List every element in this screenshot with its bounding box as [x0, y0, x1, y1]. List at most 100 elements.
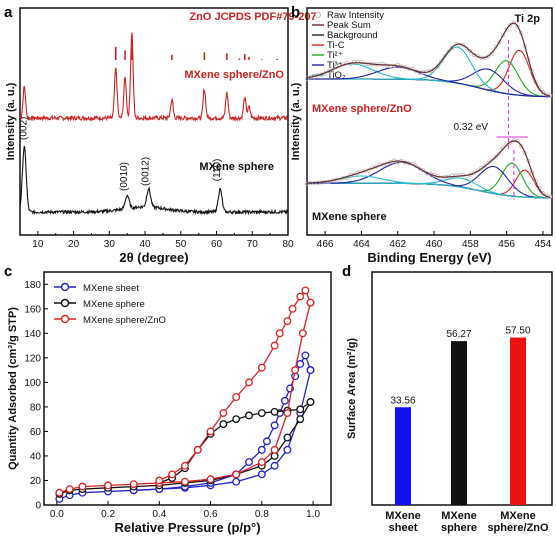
y-axis-label: Intensity (a. u.) [290, 82, 302, 160]
x-tick-label: 454 [535, 239, 552, 250]
raw-point [439, 59, 444, 64]
data-point [219, 409, 228, 417]
y-axis-label: Intensity (a. u.) [5, 82, 17, 160]
x-tick-label: 458 [462, 239, 479, 250]
raw-point [460, 172, 466, 177]
series-line [19, 32, 289, 123]
data-point [245, 411, 253, 420]
panel-label: c [4, 263, 12, 280]
data-point [245, 378, 253, 387]
data-point [296, 415, 305, 424]
series-label: MXene sphere [312, 211, 387, 223]
raw-point [446, 49, 451, 54]
data-label: 56.27 [446, 329, 471, 340]
y-tick-label: 40 [30, 451, 42, 462]
raw-point [464, 174, 469, 179]
data-point [155, 476, 164, 485]
x-axis-label: Relative Pressure (p/p°) [114, 520, 260, 535]
raw-point [500, 32, 506, 38]
data-point [280, 396, 289, 405]
raw-point [493, 155, 498, 160]
x-axis-label: 2θ (degree) [119, 250, 188, 265]
x-tick-label: 462 [389, 239, 406, 250]
data-point [245, 458, 253, 467]
legend-label: TiO₂ [327, 70, 346, 81]
y-axis-label: Quantity Adsorbed (cm³/g STP) [7, 307, 19, 470]
x-tick-label: 464 [353, 239, 370, 250]
x-tick-label: 20 [68, 239, 80, 250]
x-tick-label: 80 [282, 239, 294, 250]
data-point [232, 415, 241, 424]
peak-label: (0012) [141, 157, 152, 186]
raw-point [304, 76, 310, 81]
data-point [129, 480, 138, 489]
legend-label: Ti-C [327, 40, 345, 51]
data-point [301, 351, 310, 360]
data-point [262, 437, 271, 446]
raw-point [395, 159, 400, 164]
raw-point [497, 151, 502, 156]
y-tick-label: 60 [30, 427, 42, 438]
data-point [219, 420, 228, 429]
data-point [65, 485, 74, 494]
series-label: MXene sphere/ZnO [184, 69, 284, 81]
raw-point [330, 67, 335, 72]
data-point [257, 363, 266, 372]
data-point [168, 470, 177, 479]
raw-point [515, 24, 520, 29]
data-point [306, 366, 315, 375]
data-label: 33.56 [390, 395, 415, 406]
panel-label: a [4, 4, 13, 21]
y-tick-label: 100 [24, 378, 41, 389]
peak-sum-line [306, 140, 551, 198]
data-point [257, 445, 266, 454]
raw-point [540, 90, 546, 95]
data-point [270, 445, 279, 454]
legend-marker [60, 282, 70, 292]
peak-sum-line [306, 22, 551, 97]
raw-point [468, 49, 473, 54]
raw-point [504, 142, 509, 147]
raw-point [540, 191, 546, 196]
category-label: sphere/ZnO [487, 522, 549, 534]
raw-point [344, 60, 350, 66]
x-tick-label: 50 [175, 239, 187, 250]
data-point [257, 409, 266, 417]
legend-marker [315, 12, 321, 18]
raw-point [486, 160, 491, 165]
data-point [104, 481, 113, 490]
raw-point [381, 62, 386, 67]
y-tick-label: 120 [24, 353, 41, 364]
peak-label: (002) [18, 117, 29, 140]
panel-a: a 10 20 30 40 50 60 70 80 2θ (degree) Intensity (a… [4, 4, 317, 265]
data-label: 57.50 [505, 326, 530, 337]
data-point [180, 477, 189, 486]
data-point [193, 445, 202, 454]
data-point [298, 329, 307, 338]
shift-annotation: 0.32 eV [454, 122, 489, 133]
data-point [283, 445, 292, 454]
raw-point [482, 163, 487, 168]
x-axis-label: Binding Energy (eV) [367, 250, 491, 265]
series-label: MXene sphere/ZnO [312, 103, 412, 115]
series-label: MXene sphere [199, 161, 274, 173]
raw-point [304, 181, 310, 187]
plot-frame [306, 7, 553, 236]
raw-point [490, 158, 495, 163]
series-line [159, 289, 312, 482]
x-tick-label: 30 [104, 239, 116, 250]
data-point [306, 298, 315, 307]
x-tick-label: 460 [426, 239, 443, 250]
y-tick-label: 160 [24, 304, 41, 315]
panel-label: d [342, 263, 351, 280]
data-point [288, 304, 297, 313]
category-label: MXene [385, 510, 420, 522]
legend-label: Peak Sum [327, 20, 371, 31]
bar [395, 407, 411, 505]
y-tick-label: 80 [30, 402, 42, 413]
raw-point [442, 53, 448, 59]
data-point [301, 286, 310, 295]
data-point [296, 405, 305, 414]
legend-label: MXene sphere [83, 299, 145, 310]
